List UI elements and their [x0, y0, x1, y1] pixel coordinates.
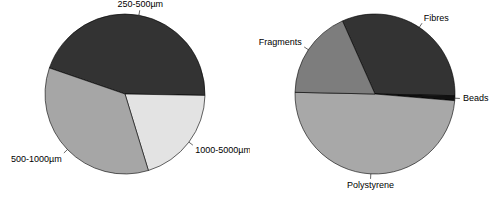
- svg-text:Polystyrene: Polystyrene: [347, 180, 394, 190]
- svg-text:250-500µm: 250-500µm: [117, 0, 163, 9]
- svg-text:Fragments: Fragments: [259, 37, 303, 47]
- svg-text:500-1000µm: 500-1000µm: [11, 154, 62, 164]
- svg-text:Fibres: Fibres: [424, 13, 450, 23]
- svg-text:Beads: Beads: [463, 93, 489, 103]
- svg-text:1000-5000µm: 1000-5000µm: [195, 145, 250, 155]
